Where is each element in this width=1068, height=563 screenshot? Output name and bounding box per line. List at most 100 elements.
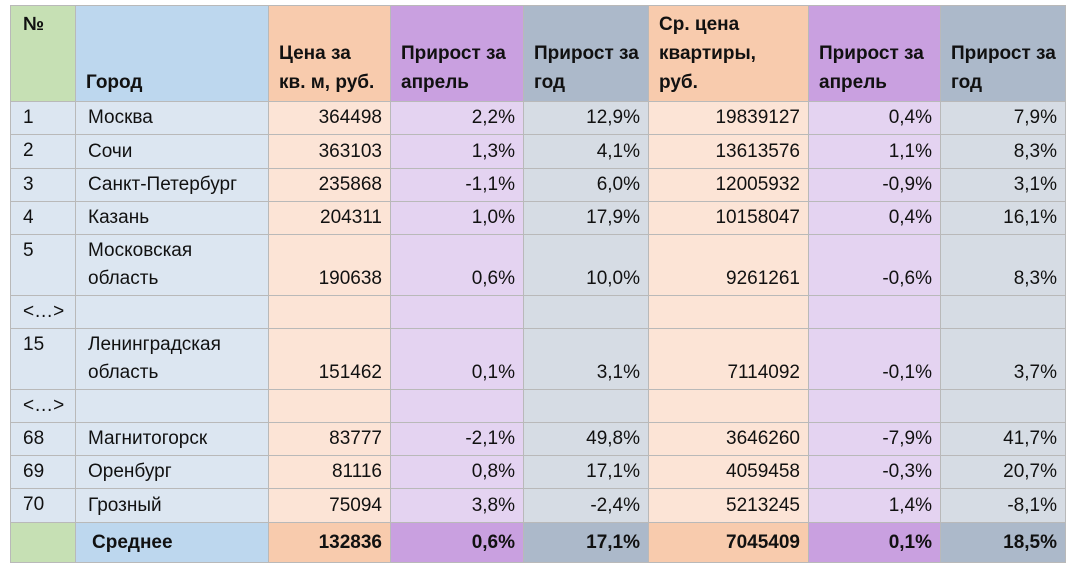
table-row: 1 Москва 364498 2,2% 12,9% 19839127 0,4% 7,9%	[10, 101, 1066, 135]
city-name: Оренбург	[75, 455, 269, 489]
value-cell: 190638	[268, 234, 391, 296]
row-index: <…>	[10, 295, 76, 329]
value-cell: 1,4%	[808, 488, 941, 523]
value-cell: 0,1%	[390, 328, 524, 390]
value-cell: -1,1%	[390, 168, 524, 202]
value-cell: 5213245	[648, 488, 809, 523]
header-cell: Прирост за год	[523, 5, 649, 102]
table-row: <…>	[10, 389, 1066, 423]
value-cell	[808, 295, 941, 329]
table-row: 68 Магнитогорск 83777 -2,1% 49,8% 3646260 -7,9…	[10, 422, 1066, 456]
value-cell	[648, 295, 809, 329]
row-index: 4	[10, 201, 76, 235]
value-cell: 0,4%	[808, 101, 941, 135]
value-cell: 3,8%	[390, 488, 524, 523]
value-cell: -0,9%	[808, 168, 941, 202]
city-name: Казань	[75, 201, 269, 235]
row-index: 1	[10, 101, 76, 135]
footer-row: Среднее 132836 0,6% 17,1% 7045409 0,1% 18,5%	[10, 522, 1066, 563]
value-cell: -0,6%	[808, 234, 941, 296]
value-cell: 0,8%	[390, 455, 524, 489]
value-cell: 6,0%	[523, 168, 649, 202]
value-cell: 41,7%	[940, 422, 1066, 456]
value-cell: 1,0%	[390, 201, 524, 235]
value-cell: 363103	[268, 134, 391, 169]
footer-value: 18,5%	[940, 522, 1066, 563]
value-cell: 17,9%	[523, 201, 649, 235]
city-name: Ленинградская область	[75, 328, 269, 390]
value-cell: 17,1%	[523, 455, 649, 489]
value-cell	[648, 389, 809, 423]
header-cell: №	[10, 5, 76, 102]
value-cell: 151462	[268, 328, 391, 390]
footer-value: 0,6%	[390, 522, 524, 563]
value-cell: 9261261	[648, 234, 809, 296]
table-row: 3 Санкт-Петербург 235868 -1,1% 6,0% 12005932-…	[10, 168, 1066, 202]
footer-label: Среднее	[75, 522, 269, 563]
table-row: 69 Оренбург 81116 0,8% 17,1% 4059458 -0,3% 20,7…	[10, 455, 1066, 489]
table-row: 70 Грозный 75094 3,8% -2,4% 5213245 1,4% -8,1%	[10, 488, 1066, 523]
value-cell: 49,8%	[523, 422, 649, 456]
value-cell: 10158047	[648, 201, 809, 235]
row-index: 2	[10, 134, 76, 169]
value-cell	[940, 295, 1066, 329]
value-cell: 0,4%	[808, 201, 941, 235]
value-cell: 4,1%	[523, 134, 649, 169]
city-name	[75, 295, 269, 329]
value-cell: 12,9%	[523, 101, 649, 135]
row-index: 70	[10, 488, 76, 523]
value-cell: -7,9%	[808, 422, 941, 456]
value-cell: 13613576	[648, 134, 809, 169]
city-name: Москва	[75, 101, 269, 135]
value-cell	[268, 389, 391, 423]
value-cell: 364498	[268, 101, 391, 135]
value-cell: 4059458	[648, 455, 809, 489]
header-cell: Ср. цена квартиры, руб.	[648, 5, 809, 102]
value-cell	[523, 389, 649, 423]
value-cell: 83777	[268, 422, 391, 456]
city-name	[75, 389, 269, 423]
value-cell: 7,9%	[940, 101, 1066, 135]
row-index: 5	[10, 234, 76, 296]
value-cell: -2,4%	[523, 488, 649, 523]
footer-value: 7045409	[648, 522, 809, 563]
footer-value: 132836	[268, 522, 391, 563]
value-cell: 2,2%	[390, 101, 524, 135]
price-table: № Город Цена за кв. м, руб. Прирост за апре…	[10, 5, 1066, 563]
value-cell: 204311	[268, 201, 391, 235]
value-cell: 3,1%	[523, 328, 649, 390]
table-header: № Город Цена за кв. м, руб. Прирост за апре…	[10, 5, 1066, 102]
value-cell: 16,1%	[940, 201, 1066, 235]
table-body: 1 Москва 364498 2,2% 12,9% 19839127 0,4% 7,9% 2 С…	[10, 101, 1066, 523]
footer-cell	[10, 522, 76, 563]
value-cell: 10,0%	[523, 234, 649, 296]
header-cell: Прирост за апрель	[390, 5, 524, 102]
value-cell: 12005932	[648, 168, 809, 202]
value-cell: 1,1%	[808, 134, 941, 169]
header-row: № Город Цена за кв. м, руб. Прирост за апре…	[10, 5, 1066, 102]
value-cell: -2,1%	[390, 422, 524, 456]
value-cell: 235868	[268, 168, 391, 202]
value-cell: -8,1%	[940, 488, 1066, 523]
city-name: Магнитогорск	[75, 422, 269, 456]
row-index: <…>	[10, 389, 76, 423]
value-cell: 8,3%	[940, 134, 1066, 169]
table-row: 15 Ленинградская область 151462 0,1% 3,1% 711…	[10, 328, 1066, 390]
value-cell: 8,3%	[940, 234, 1066, 296]
city-name: Грозный	[75, 488, 269, 523]
row-index: 68	[10, 422, 76, 456]
value-cell: 1,3%	[390, 134, 524, 169]
header-cell: Прирост за год	[940, 5, 1066, 102]
value-cell: 75094	[268, 488, 391, 523]
value-cell	[390, 389, 524, 423]
footer-value: 0,1%	[808, 522, 941, 563]
row-index: 3	[10, 168, 76, 202]
value-cell: 3646260	[648, 422, 809, 456]
value-cell	[808, 389, 941, 423]
value-cell: 3,7%	[940, 328, 1066, 390]
header-cell: Город	[75, 5, 269, 102]
row-index: 69	[10, 455, 76, 489]
value-cell: 81116	[268, 455, 391, 489]
city-name: Санкт-Петербург	[75, 168, 269, 202]
